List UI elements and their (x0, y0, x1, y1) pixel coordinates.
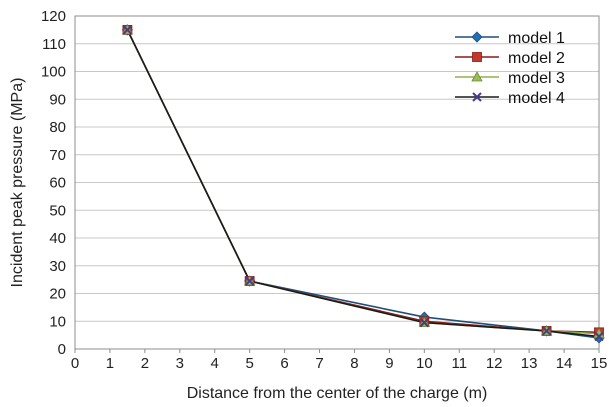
legend-item-model-1: model 1 (455, 30, 565, 47)
plot-area-border (74, 15, 600, 350)
y-tick-label: 100 (41, 64, 66, 81)
y-tick-label: 50 (49, 202, 66, 219)
y-tick-label: 120 (41, 8, 66, 25)
y-tick-label: 60 (49, 175, 66, 192)
x-tick-label: 1 (106, 355, 114, 372)
data-point-model-4 (244, 276, 255, 286)
legend-marker (472, 52, 482, 62)
data-point-model-4 (419, 317, 430, 328)
x-tick-label: 8 (350, 355, 358, 372)
legend-item-model-3: model 3 (455, 70, 565, 87)
y-tick-label: 90 (49, 91, 66, 108)
legend-label: model 2 (508, 50, 565, 67)
x-tick-label: 13 (521, 355, 538, 372)
x-axis-title: Distance from the center of the charge (… (187, 385, 488, 402)
x-tick-label: 3 (176, 355, 184, 372)
legend-marker (471, 31, 483, 43)
legend-marker (471, 71, 483, 82)
y-tick-label: 70 (49, 147, 66, 164)
x-tick-label: 15 (591, 355, 608, 372)
x-tick-label: 11 (451, 355, 467, 372)
data-point-model-4 (541, 326, 552, 336)
x-tick-label: 6 (280, 355, 288, 372)
x-tick-label: 12 (486, 355, 503, 372)
x-tick-label: 0 (71, 355, 79, 372)
x-axis-ticks: 0 1 2 3 4 5 6 7 8 9 10 11 12 13 14 15 (71, 349, 608, 372)
data-point-model-4 (122, 25, 133, 35)
x-tick-label: 9 (385, 355, 393, 372)
data-point-model-4 (594, 331, 604, 342)
gridlines (75, 15, 599, 350)
legend: model 1 model 2 model 3 model 4 (455, 30, 565, 107)
legend-item-model-4: model 4 (455, 90, 565, 107)
y-tick-label: 80 (49, 119, 66, 136)
x-tick-label: 4 (211, 355, 219, 372)
y-tick-label: 0 (58, 341, 66, 358)
legend-label: model 1 (508, 30, 565, 47)
y-tick-label: 20 (49, 286, 66, 303)
legend-label: model 3 (508, 70, 565, 87)
x-tick-label: 2 (141, 355, 149, 372)
legend-item-model-2: model 2 (455, 50, 565, 67)
y-tick-label: 40 (49, 230, 66, 247)
y-tick-label: 30 (49, 258, 66, 275)
legend-label: model 4 (508, 90, 565, 107)
x-tick-label: 14 (556, 355, 573, 372)
y-tick-label: 10 (49, 313, 66, 330)
x-tick-label: 5 (245, 355, 253, 372)
y-axis-title: Incident peak pressure (MPa) (9, 78, 26, 288)
y-tick-label: 110 (42, 36, 66, 53)
x-tick-label: 7 (315, 355, 323, 372)
series-markers (121, 24, 605, 344)
y-axis-ticks: 0 10 20 30 40 50 60 70 80 90 100 110 120 (41, 8, 66, 358)
x-tick-label: 10 (416, 355, 433, 372)
legend-marker (472, 92, 482, 102)
